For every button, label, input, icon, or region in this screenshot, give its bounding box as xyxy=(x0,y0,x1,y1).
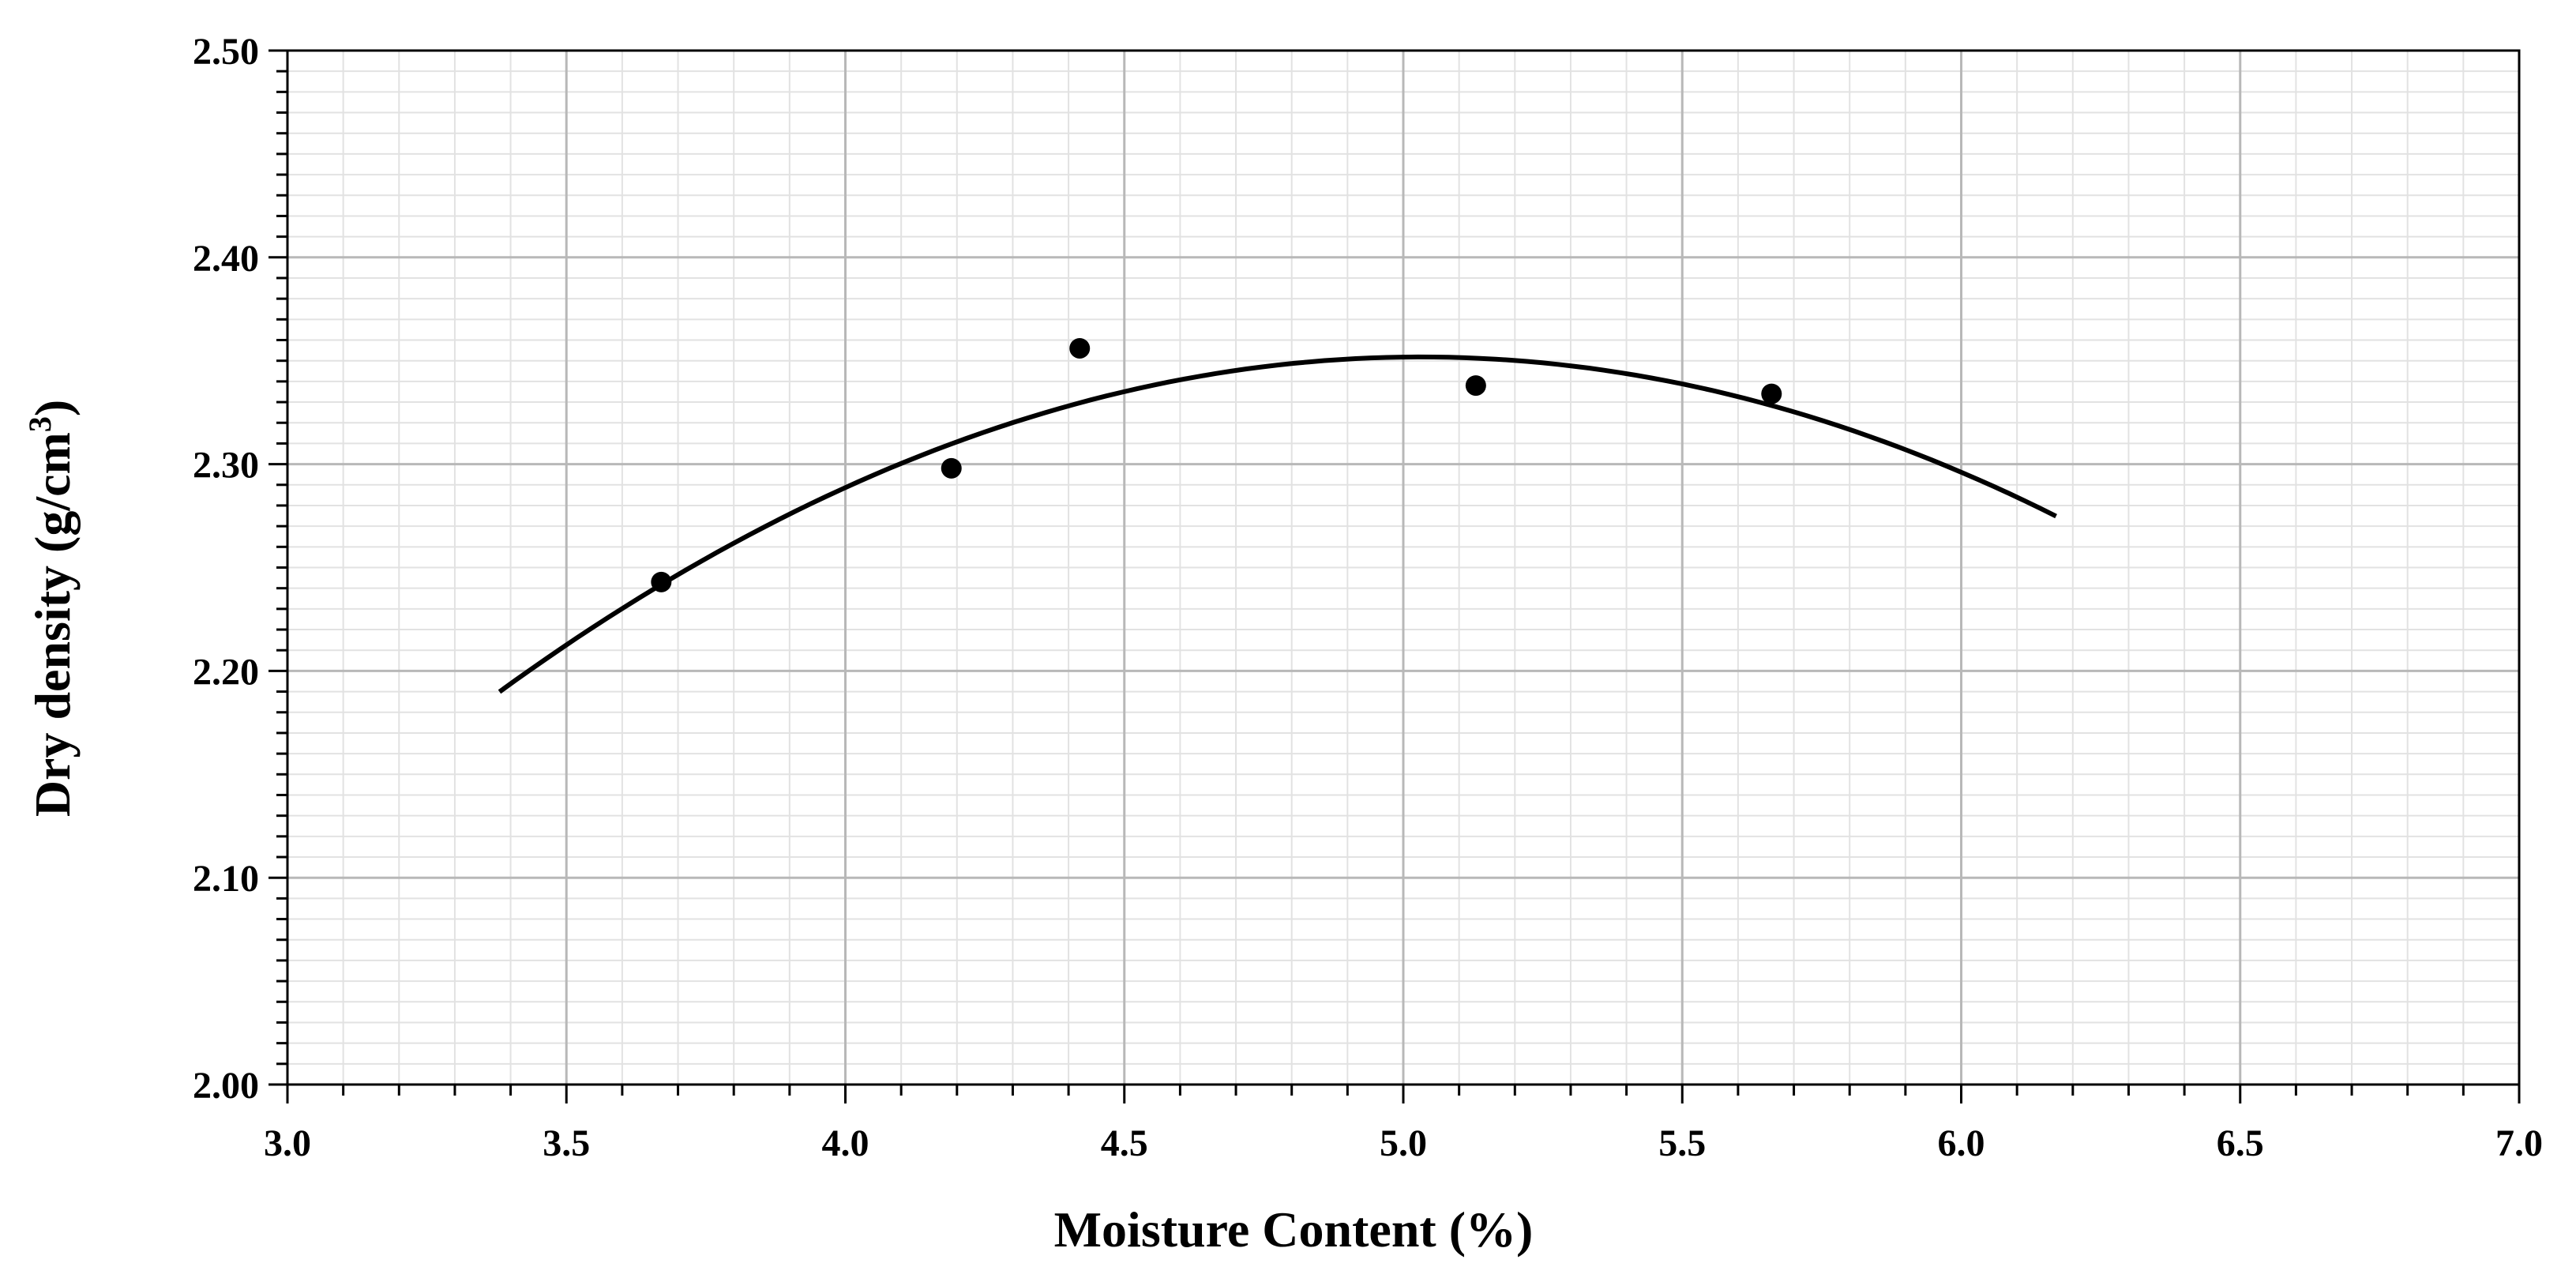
y-tick-label: 2.00 xyxy=(193,1065,259,1107)
x-tick-label: 7.0 xyxy=(2495,1122,2543,1164)
y-axis-title-superscript: 3 xyxy=(22,416,58,432)
y-axis-title-close: ) xyxy=(24,400,81,416)
axes xyxy=(268,49,2521,1103)
x-tick-label: 5.0 xyxy=(1380,1122,1427,1164)
y-tick-labels: 2.00 2.10 2.20 2.30 2.40 2.50 xyxy=(193,31,259,1107)
x-tick-label: 4.0 xyxy=(822,1122,869,1164)
x-tick-label: 4.5 xyxy=(1101,1122,1148,1164)
y-axis-title: Dry density (g/cm3) xyxy=(22,400,81,817)
y-tick-label: 2.10 xyxy=(193,858,259,900)
y-tick-label: 2.40 xyxy=(193,238,259,280)
data-point xyxy=(1069,337,1091,359)
data-point xyxy=(1761,383,1782,404)
data-point xyxy=(941,457,962,479)
trendline xyxy=(498,354,2057,694)
x-tick-label: 3.5 xyxy=(543,1122,590,1164)
y-axis-title-main: Dry density (g/cm xyxy=(24,432,81,817)
data-point xyxy=(651,571,672,592)
x-tick-label: 5.5 xyxy=(1658,1122,1706,1164)
x-axis-title: Moisture Content (%) xyxy=(1054,1201,1534,1258)
x-tick-label: 6.0 xyxy=(1938,1122,1985,1164)
data-series xyxy=(498,337,2057,694)
x-tick-label: 3.0 xyxy=(264,1122,311,1164)
data-point xyxy=(1465,375,1486,397)
y-tick-label: 2.20 xyxy=(193,651,259,693)
x-tick-label: 6.5 xyxy=(2217,1122,2264,1164)
y-tick-label: 2.30 xyxy=(193,445,259,487)
x-tick-labels: 3.0 3.5 4.0 4.5 5.0 5.5 6.0 6.5 7.0 xyxy=(264,1122,2543,1164)
y-tick-label: 2.50 xyxy=(193,31,259,73)
